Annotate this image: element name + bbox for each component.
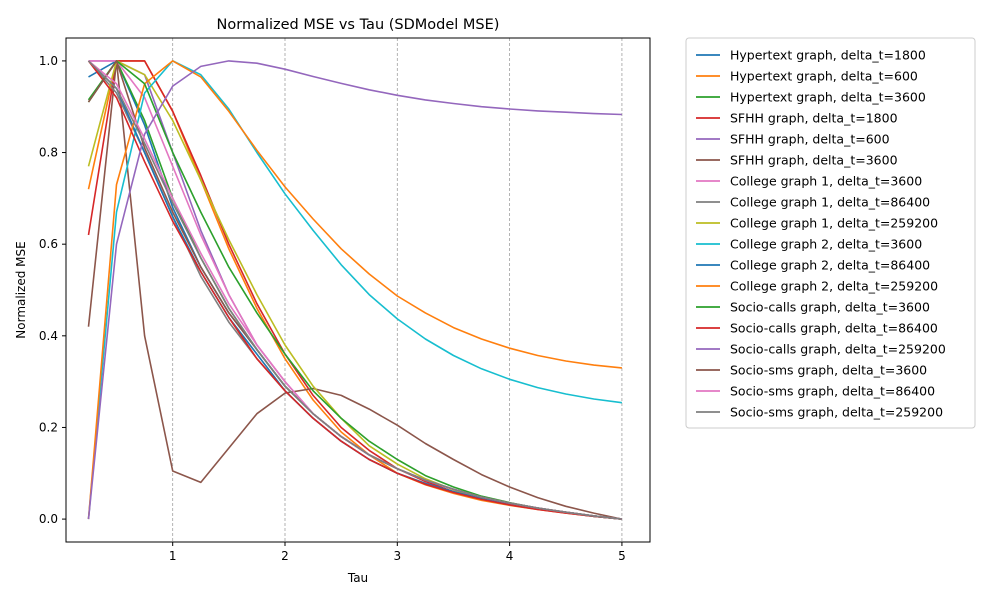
y-tick-label: 0.8	[39, 146, 58, 160]
y-tick-label: 0.0	[39, 512, 58, 526]
x-axis-label: Tau	[347, 571, 368, 585]
series-line-12	[87, 60, 622, 520]
legend-label: Socio-calls graph, delta_t=259200	[730, 342, 946, 357]
series-layer	[87, 60, 623, 520]
series-line-18	[87, 60, 622, 520]
legend-label: Socio-sms graph, delta_t=86400	[730, 384, 935, 399]
legend-label: SFHH graph, delta_t=1800	[730, 111, 898, 126]
legend-box	[685, 37, 976, 429]
series-line-6	[87, 60, 623, 520]
legend-label: College graph 2, delta_t=86400	[730, 258, 930, 273]
legend-label: College graph 2, delta_t=3600	[730, 237, 922, 252]
x-axis: 1 2 3 4 5	[169, 542, 626, 563]
legend-label: Socio-sms graph, delta_t=3600	[730, 363, 927, 378]
legend-items: Hypertext graph, delta_t=1800 Hypertext g…	[696, 48, 946, 420]
y-tick-label: 0.4	[39, 329, 58, 343]
legend: Hypertext graph, delta_t=1800 Hypertext g…	[685, 37, 976, 429]
legend-label: Hypertext graph, delta_t=600	[730, 69, 918, 84]
legend-label: College graph 1, delta_t=259200	[730, 216, 938, 231]
plot-frame	[65, 37, 651, 543]
x-tick-label: 2	[281, 549, 289, 563]
legend-label: Hypertext graph, delta_t=3600	[730, 90, 926, 105]
chart-title: Normalized MSE vs Tau (SDModel MSE)	[217, 17, 500, 33]
grid-layer	[172, 38, 623, 542]
legend-label: Socio-sms graph, delta_t=259200	[730, 405, 943, 420]
y-tick-label: 0.2	[39, 420, 58, 434]
legend-label: Socio-calls graph, delta_t=3600	[730, 300, 930, 315]
x-tick-label: 1	[169, 549, 177, 563]
y-tick-label: 1.0	[39, 54, 58, 68]
legend-label: Socio-calls graph, delta_t=86400	[730, 321, 938, 336]
legend-label: SFHH graph, delta_t=600	[730, 132, 890, 147]
x-tick-label: 4	[506, 549, 514, 563]
y-axis: 0.0 0.2 0.4 0.6 0.8 1.0	[39, 54, 66, 526]
x-tick-label: 3	[393, 549, 401, 563]
legend-label: SFHH graph, delta_t=3600	[730, 153, 898, 168]
y-tick-label: 0.6	[39, 237, 58, 251]
legend-label: College graph 1, delta_t=3600	[730, 174, 922, 189]
legend-label: College graph 2, delta_t=259200	[730, 279, 938, 294]
y-axis-label: Normalized MSE	[14, 241, 28, 338]
x-tick-label: 5	[618, 549, 626, 563]
series-line-15	[87, 60, 622, 520]
legend-label: College graph 1, delta_t=86400	[730, 195, 930, 210]
series-line-14	[87, 60, 622, 520]
legend-label: Hypertext graph, delta_t=1800	[730, 48, 926, 63]
